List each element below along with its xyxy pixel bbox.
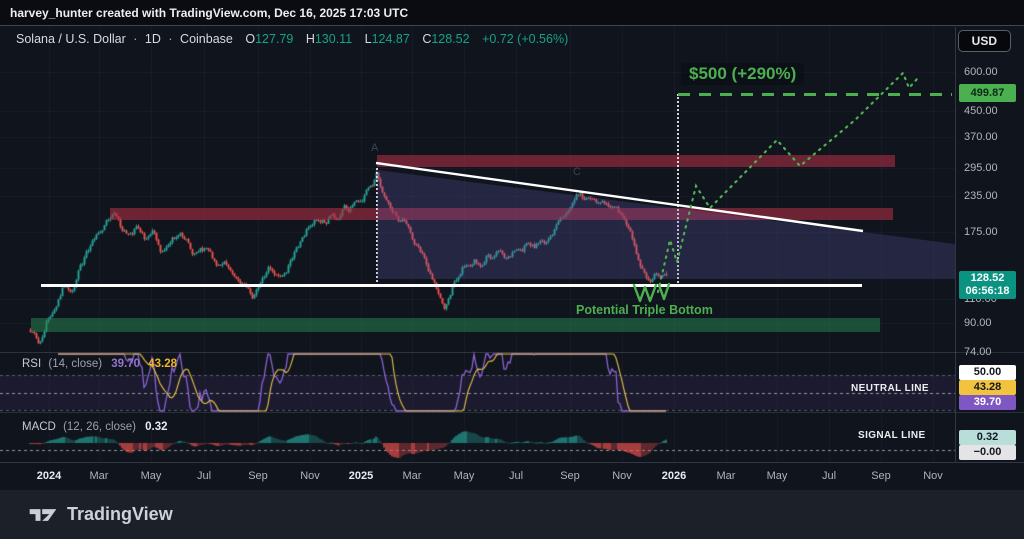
time-label-May: May [140,470,162,482]
high-label: H [305,32,315,46]
time-label-May: May [766,470,788,482]
triple-bottom-annotation[interactable]: Potential Triple Bottom [576,303,713,317]
time-label-Nov: Nov [612,470,632,482]
rsi-value: 39.70 [111,358,141,370]
indicator-value-badge: 0.32 [959,430,1016,445]
exchange-label[interactable]: Coinbase [180,32,233,46]
low-value: 124.87 [371,32,410,46]
wave-a-label: A [371,142,379,154]
bar-countdown: 06:56:18 [965,285,1010,297]
price-target-annotation[interactable]: $500 (+290%) [681,63,805,85]
rsi-indicator-label[interactable]: RSI (14, close) 39.70 43.28 [22,358,177,370]
time-label-2025: 2025 [348,470,374,482]
tradingview-logo-icon [29,508,57,521]
chart-canvas[interactable] [0,27,1024,462]
time-label-Mar: Mar [402,470,422,482]
price-tick-74.00: 74.00 [964,346,992,358]
rsi-title: RSI [22,358,42,370]
separator: · [133,32,138,46]
open-label: O [245,32,256,46]
tradingview-logo-text: TradingView [67,504,173,524]
time-label-May: May [453,470,475,482]
time-label-Mar: Mar [89,470,109,482]
high-value: 130.11 [314,32,353,46]
time-label-Sep: Sep [560,470,580,482]
time-label-Jul: Jul [196,470,212,482]
time-label-Jul: Jul [508,470,524,482]
current-price: 128.52 [970,272,1005,284]
attribution-bar: harvey_hunter created with TradingView.c… [0,0,1024,26]
time-label-Jul: Jul [821,470,837,482]
current-price-badge: 128.52 06:56:18 [959,271,1016,299]
change-value: +0.72 (+0.56%) [482,32,569,46]
indicator-value-badge: 50.00 [959,365,1016,380]
time-label-Sep: Sep [871,470,891,482]
time-label-Nov: Nov [300,470,320,482]
price-tick-370.00: 370.00 [964,131,998,143]
wave-c-label: C [573,166,581,178]
rsi-ma-value: 43.28 [148,358,178,370]
macd-title: MACD [22,421,56,433]
price-axis[interactable]: 499.87 128.52 06:56:18 600.00 450.00 370.0… [955,27,1024,462]
time-label-Mar: Mar [716,470,736,482]
close-value: 128.52 [431,32,470,46]
pane-separator-macd [0,412,1024,413]
time-label-2026: 2026 [661,470,687,482]
footer-bar: TradingView [0,490,1024,539]
price-tick-175.00: 175.00 [964,226,998,238]
time-label-Sep: Sep [248,470,268,482]
symbol-title[interactable]: Solana / U.S. Dollar [16,32,126,46]
symbol-header: Solana / U.S. Dollar · 1D · Coinbase O12… [16,32,568,46]
macd-indicator-label[interactable]: MACD (12, 26, close) 0.32 [22,421,168,433]
price-tick-90.00: 90.00 [964,317,992,329]
close-label: C [422,32,432,46]
neutral-line-label: NEUTRAL LINE [851,383,929,394]
indicator-value-badge: 43.28 [959,380,1016,395]
price-tick-450.00: 450.00 [964,105,998,117]
macd-params: (12, 26, close) [63,421,136,433]
attribution-text: harvey_hunter created with TradingView.c… [10,6,409,20]
time-label-Nov: Nov [923,470,943,482]
separator: · [168,32,173,46]
pane-separator-rsi [0,352,1024,353]
signal-line-label: SIGNAL LINE [858,430,926,441]
currency-toggle-button[interactable]: USD [957,30,1011,52]
low-label: L [364,32,372,46]
price-tick-295.00: 295.00 [964,162,998,174]
time-label-2024: 2024 [36,470,62,482]
indicator-value-badge: 39.70 [959,395,1016,410]
open-value: 127.79 [255,32,294,46]
tradingview-logo[interactable]: TradingView [28,504,173,525]
macd-value: 0.32 [145,421,168,433]
interval-label[interactable]: 1D [144,32,161,46]
price-tick-235.00: 235.00 [964,190,998,202]
chart-area: Solana / U.S. Dollar · 1D · Coinbase O12… [0,27,1024,490]
indicator-value-badge: −0.00 [959,445,1016,460]
time-axis[interactable]: 2024 Mar May Jul Sep Nov 2025 Mar May Jul Sep Nov 20… [0,462,1024,491]
target-price-badge: 499.87 [959,84,1016,102]
rsi-params: (14, close) [48,358,103,370]
price-tick-600.00: 600.00 [964,66,998,78]
